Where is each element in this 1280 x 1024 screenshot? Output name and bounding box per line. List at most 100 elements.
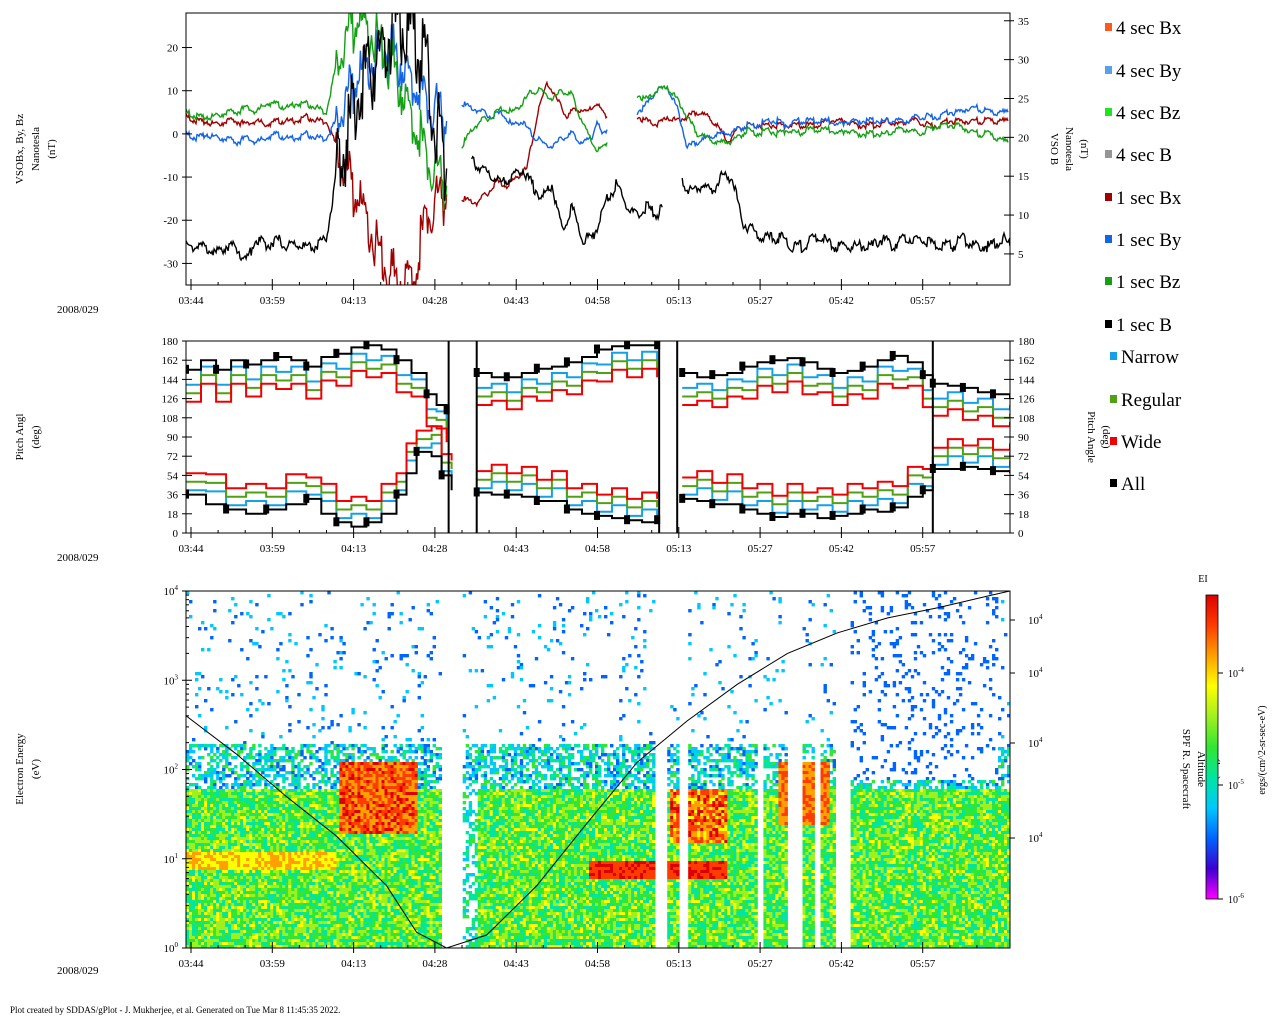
legend-label: 1 sec Bx <box>1116 188 1182 209</box>
series-1-sec-bx <box>636 110 1009 145</box>
pitch-all-block <box>889 350 896 360</box>
pitch-angle-xtick-tick-label: 04:43 <box>504 543 530 555</box>
spectrogram-xtick-tick-label: 03:59 <box>260 958 286 970</box>
magnetic-field-series <box>186 13 1010 285</box>
altitude-tick-label: 104 <box>1028 736 1043 750</box>
pitch-all-block <box>739 361 746 371</box>
series-1-sec-bx <box>186 112 448 285</box>
magnetic-field-ylabel-right-unit-abbrev: (nT) <box>1078 139 1090 159</box>
magnetic-field-xtick-tick-label: 05:57 <box>910 295 936 307</box>
legend-swatch <box>1105 235 1112 243</box>
pitch-angle-ytick-label-right: 126 <box>1018 394 1035 406</box>
pitch-all-block <box>959 382 966 392</box>
pitch-all-block <box>438 470 445 480</box>
pitch-angle-xtick-tick-label: 05:13 <box>666 543 692 555</box>
spectrogram-xtick-tick-label: 05:42 <box>829 958 854 970</box>
pitch-angle-ytick-label-right: 108 <box>1018 413 1035 425</box>
pitch-trace-all <box>932 465 1010 474</box>
spectrogram-xtick-tick-label: 04:43 <box>504 958 530 970</box>
pitch-angle-xtick-tick-label: 04:28 <box>422 543 448 555</box>
pitch-all-block <box>263 504 270 514</box>
pitch-angle-xtick-tick-label: 05:27 <box>748 543 774 555</box>
series-1-sec-b <box>186 13 448 262</box>
pitch-angle-ytick-label-left: 108 <box>162 413 179 425</box>
pitch-trace-all <box>682 486 934 520</box>
pitch-trace-W <box>932 438 1010 451</box>
pitch-all-block <box>333 517 340 527</box>
legend-swatch <box>1110 437 1117 445</box>
pitch-angle-ytick-label-right: 162 <box>1018 355 1035 367</box>
pitch-all-block <box>959 461 966 471</box>
colorbar: EI ergs/(cm^2-sr-sec-eV) 10-4 10-5 10-6 <box>1198 574 1268 906</box>
pitch-all-block <box>829 368 836 377</box>
legend-swatch <box>1105 108 1112 116</box>
legend-swatch <box>1110 352 1117 360</box>
pitch-trace-N <box>186 442 453 520</box>
pitch-trace-all <box>682 354 934 382</box>
series-1-sec-bx <box>461 80 608 208</box>
colorbar-tick-label: 10-6 <box>1228 892 1244 906</box>
colorbar-label: ergs/(cm^2-sr-sec-eV) <box>1257 705 1268 794</box>
series-1-sec-bz <box>636 84 1009 146</box>
spectrogram-ylabel-right: SPF R. Spacecraft <box>1180 729 1192 809</box>
magnetic-field-ylabel-right: VSO B <box>1048 133 1060 165</box>
magnetic-field-ylabel-left-units: Nanotesla <box>30 127 42 171</box>
pitch-all-block <box>393 489 400 499</box>
pitch-all-block <box>593 510 600 520</box>
legend-swatch <box>1105 277 1112 285</box>
pitch-all-block <box>303 493 310 503</box>
pitch-angle-ytick-label-right: 90 <box>1018 432 1030 444</box>
colorbar-tick-label: 10-5 <box>1228 778 1244 792</box>
pitch-all-block <box>186 364 189 374</box>
magnetic-field-ytick-label-right: 30 <box>1018 55 1030 67</box>
pitch-angle-ytick-label-left: 0 <box>173 528 179 540</box>
pitch-angle-ytick-label-left: 72 <box>167 451 178 463</box>
legend-swatch <box>1105 66 1112 74</box>
magnetic-field-ytick-label-right: 10 <box>1018 210 1030 222</box>
altitude-tick-label: 104 <box>1028 613 1043 627</box>
magnetic-field-ytick-label-left: -30 <box>163 258 178 270</box>
legend-label: 4 sec Bx <box>1116 18 1182 39</box>
pitch-angle-xtick-tick-label: 03:59 <box>260 543 286 555</box>
legend-swatch <box>1105 193 1112 201</box>
pitch-angle-ytick-label-right: 144 <box>1018 374 1035 386</box>
magnetic-field-ytick-label-right: 5 <box>1018 249 1024 261</box>
series-1-sec-b <box>471 155 663 246</box>
pitch-all-block <box>243 359 250 369</box>
altitude-tick-label: 104 <box>1028 666 1043 680</box>
series-1-sec-by <box>636 84 1009 150</box>
magnetic-field-ytick-label-left: -20 <box>163 215 178 227</box>
pitch-all-block <box>303 361 310 371</box>
legend-label: Regular <box>1121 390 1182 411</box>
magnetic-field-xtick-tick-label: 05:27 <box>748 295 774 307</box>
date-label-1: 2008/029 <box>57 304 99 316</box>
pitch-trace-W <box>682 380 934 409</box>
pitch-trace-N <box>682 363 934 392</box>
pitch-trace-R <box>186 361 448 434</box>
spectrogram-xtick-tick-label: 04:13 <box>341 958 367 970</box>
legend: 4 sec Bx 4 sec By 4 sec Bz 4 sec B 1 sec Bx 1… <box>1105 18 1182 495</box>
pitch-trace-all <box>186 450 453 528</box>
altitude-curve <box>186 591 1010 948</box>
pitch-all-block <box>363 341 370 350</box>
spectrogram-ytick-label: 102 <box>164 763 179 777</box>
spectrogram-xtick-tick-label: 05:57 <box>910 958 936 970</box>
pitch-all-block <box>503 489 510 499</box>
pitch-all-block <box>769 512 776 521</box>
spectrogram-xtick-tick-label: 04:58 <box>585 958 611 970</box>
pitch-angle-ytick-label-right: 0 <box>1018 528 1024 540</box>
pitch-trace-R <box>186 433 453 511</box>
legend-label: 4 sec By <box>1116 61 1182 82</box>
series-1-sec-bz <box>186 13 448 211</box>
pitch-all-block <box>709 370 716 380</box>
footer-credit: Plot created by SDDAS/gPlot - J. Mukherj… <box>10 1005 341 1015</box>
magnetic-field-axes: 20 10 0 -10 -20 -30 35 30 25 20 15 10 5 03:44 03:59 04:… <box>163 16 1029 307</box>
pitch-all-block <box>393 355 400 365</box>
series-1-sec-by <box>186 23 448 147</box>
pitch-trace-R <box>476 472 659 509</box>
pitch-all-block <box>333 348 340 358</box>
magnetic-field-ylabel-left-unit-abbrev: (nT) <box>46 139 58 159</box>
pitch-all-block <box>624 515 631 525</box>
pitch-all-block <box>654 341 661 350</box>
series-1-sec-by <box>461 101 608 150</box>
